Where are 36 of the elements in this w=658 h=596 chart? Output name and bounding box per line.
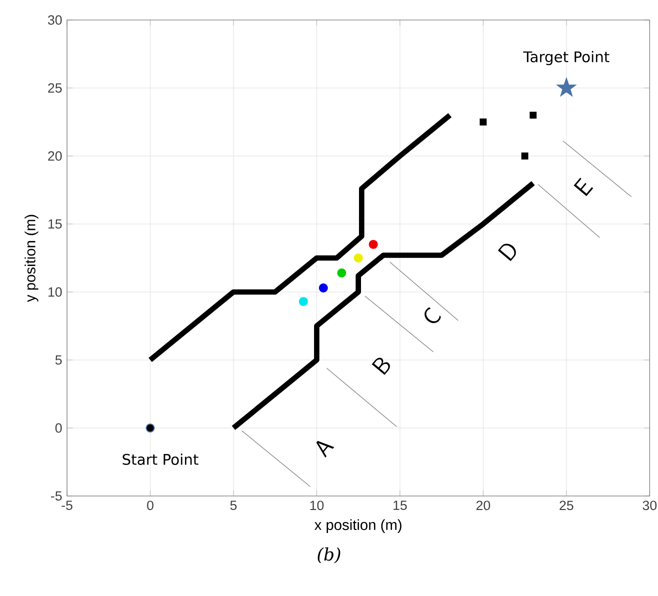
y-tick-label: 10 — [48, 287, 62, 297]
y-tick-label: 20 — [48, 151, 62, 161]
x-axis-title: x position (m) — [314, 519, 402, 533]
annotation: Target Point — [523, 50, 610, 66]
annotation: D — [498, 244, 516, 262]
point — [530, 112, 537, 119]
text: (b) — [318, 547, 340, 564]
point — [557, 78, 576, 96]
point — [368, 240, 378, 249]
point — [318, 283, 328, 292]
x-tick-label: 30 — [642, 500, 657, 510]
point — [298, 296, 308, 306]
annotation: E — [574, 178, 594, 196]
point — [521, 152, 528, 160]
point — [146, 423, 155, 433]
point — [337, 268, 346, 278]
y-axis-title: y position (m) — [24, 214, 38, 302]
annotation: Start Point — [122, 454, 198, 465]
x-tick-label: 25 — [560, 500, 574, 510]
x-tick-label: 20 — [476, 500, 490, 510]
y-tick-label: 25 — [48, 83, 62, 93]
x-tick-label: 0 — [147, 500, 154, 510]
annotation: A — [316, 440, 334, 458]
annotation: B — [372, 358, 390, 375]
x-tick-label: 10 — [310, 500, 324, 510]
y-tick-label: 15 — [48, 219, 62, 229]
y-tick-label: 5 — [55, 355, 62, 365]
annotation: C — [424, 307, 441, 324]
x-tick-label: 5 — [230, 500, 237, 510]
y-tick-label: -5 — [51, 491, 62, 501]
x-tick-label: 15 — [394, 500, 407, 510]
x-tick-label: -5 — [62, 500, 72, 510]
y-tick-label: 0 — [55, 423, 62, 433]
point — [480, 118, 487, 126]
y-tick-label: 30 — [48, 15, 62, 25]
point — [354, 253, 363, 263]
